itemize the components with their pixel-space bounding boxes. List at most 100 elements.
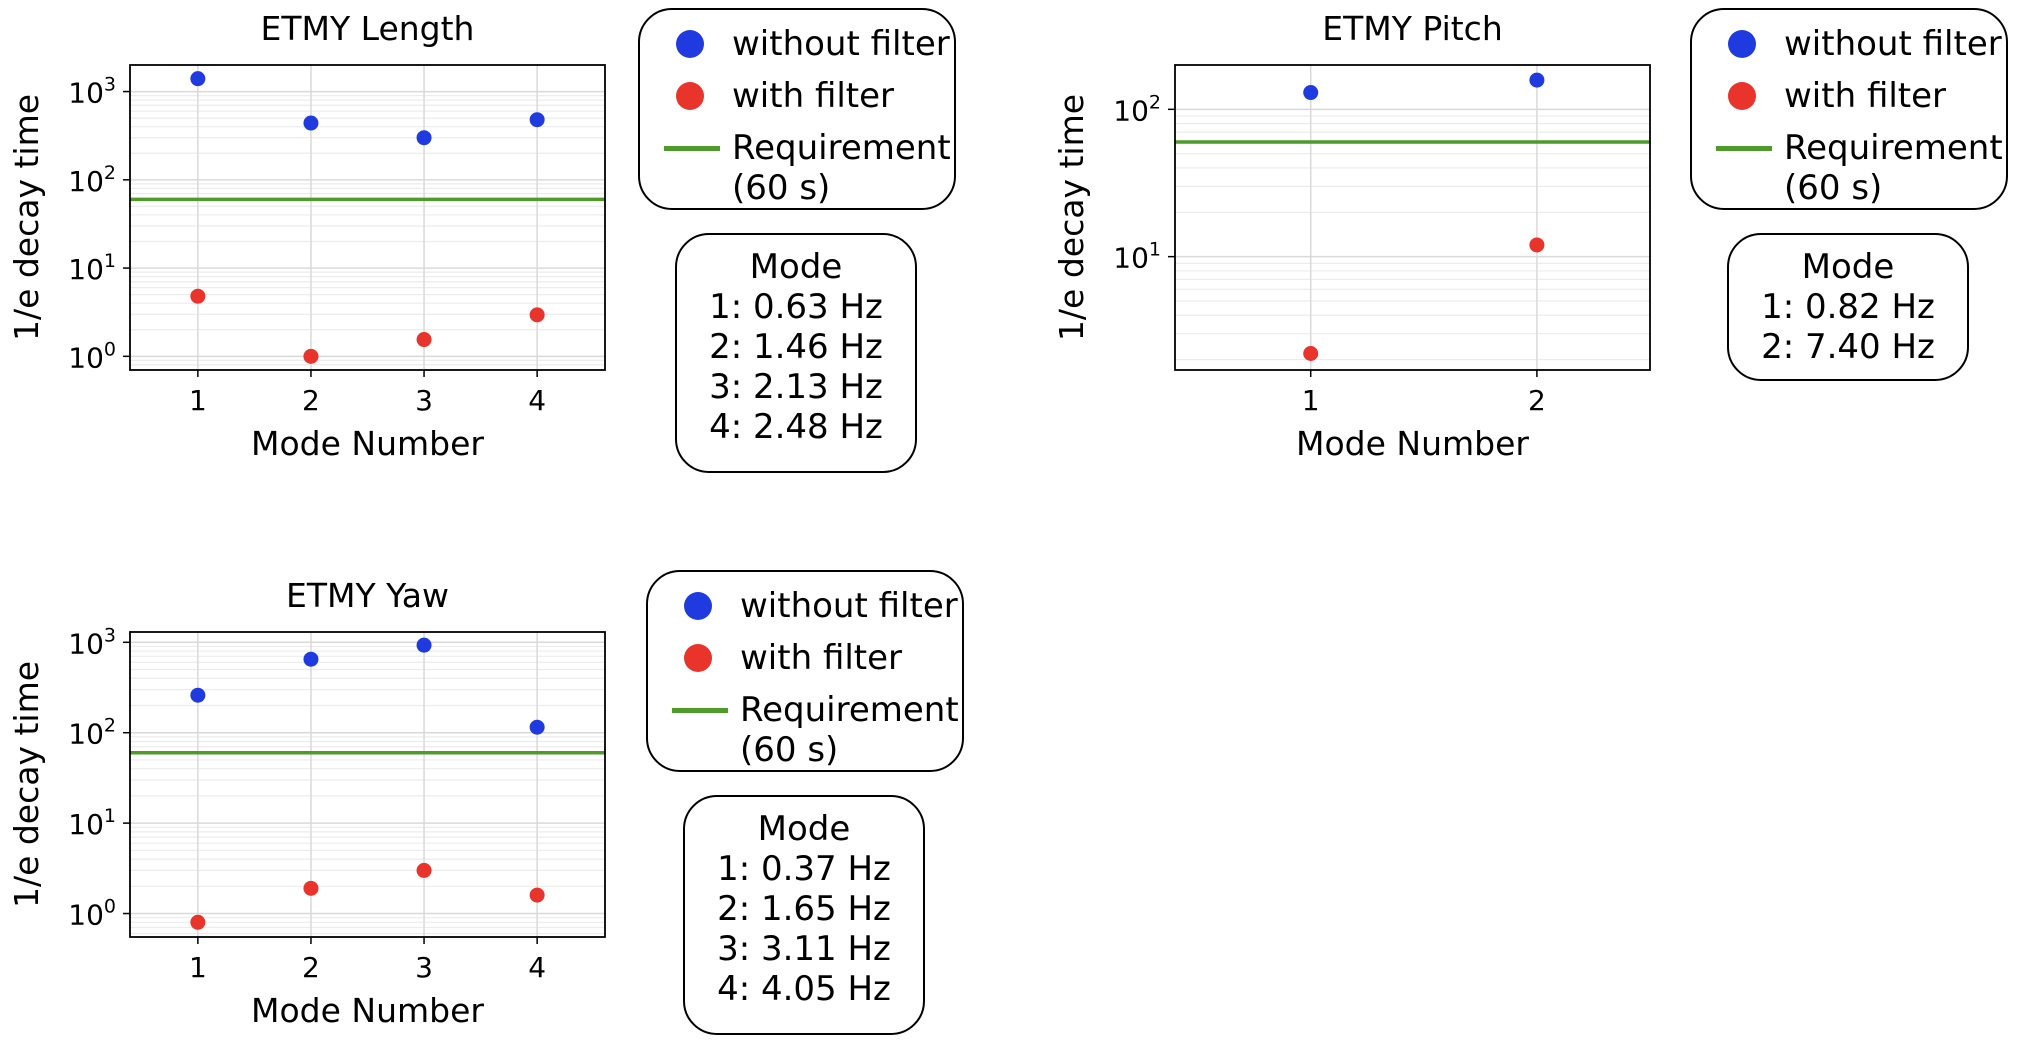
y-tick-label: 100 xyxy=(68,338,116,374)
requirement-value: (60 s) xyxy=(732,168,831,208)
x-axis-label: Mode Number xyxy=(251,991,484,1030)
requirement-label: Requirement xyxy=(1784,128,2003,168)
with-filter-point xyxy=(303,348,319,364)
without-filter-point xyxy=(303,115,319,131)
legend-item-without-filter: without filter xyxy=(1710,18,2002,70)
green-line-icon xyxy=(1710,122,1784,174)
mode-title: Mode xyxy=(757,809,851,849)
chart-title: ETMY Length xyxy=(261,9,475,48)
mode-title: Mode xyxy=(749,247,843,287)
legend-label-requirement: Requirement (60 s) xyxy=(740,684,959,770)
legend-label-requirement: Requirement (60 s) xyxy=(732,122,951,208)
with-filter-point xyxy=(190,288,206,304)
legend-item-without-filter: without filter xyxy=(658,18,950,70)
red-dot-icon xyxy=(658,70,732,122)
with-filter-point xyxy=(190,914,206,930)
with-filter-point xyxy=(529,307,545,323)
without-filter-point xyxy=(303,651,319,667)
legend-label: with filter xyxy=(732,76,895,116)
x-tick-label: 1 xyxy=(189,951,207,984)
mode-line: 2: 1.65 Hz xyxy=(717,889,891,929)
blue-dot-icon xyxy=(666,580,740,632)
mode-box-pitch: Mode 1: 0.82 Hz 2: 7.40 Hz xyxy=(1727,233,1969,381)
mode-line: 3: 2.13 Hz xyxy=(709,367,883,407)
legend-item-requirement: Requirement (60 s) xyxy=(1710,122,2003,208)
with-filter-point xyxy=(303,880,319,896)
chart-title: ETMY Pitch xyxy=(1322,9,1502,48)
with-filter-point xyxy=(529,887,545,903)
without-filter-point xyxy=(190,687,206,703)
chart-etmy-length: 100 101 102 103 1 2 3 4 ETMY Length Mode Number 1/… xyxy=(7,9,606,463)
with-filter-point xyxy=(1303,346,1319,362)
blue-dot-icon xyxy=(1710,18,1784,70)
legend-item-with-filter: with filter xyxy=(666,632,948,684)
chart-title: ETMY Yaw xyxy=(286,576,449,615)
y-tick-label: 100 xyxy=(68,896,116,932)
requirement-value: (60 s) xyxy=(1784,168,1883,208)
without-filter-point xyxy=(529,719,545,735)
mode-box-yaw: Mode 1: 0.37 Hz 2: 1.65 Hz 3: 3.11 Hz 4:… xyxy=(683,795,925,1035)
without-filter-point xyxy=(416,130,432,146)
with-filter-point xyxy=(416,862,432,878)
legend-label: with filter xyxy=(740,638,903,678)
red-dot-icon xyxy=(1710,70,1784,122)
x-tick-label: 3 xyxy=(415,951,433,984)
mode-line: 1: 0.63 Hz xyxy=(709,287,883,327)
mode-title: Mode xyxy=(1801,247,1895,287)
mode-line: 4: 4.05 Hz xyxy=(717,969,891,1009)
without-filter-point xyxy=(416,637,432,653)
mode-box-length: Mode 1: 0.63 Hz 2: 1.46 Hz 3: 2.13 Hz 4:… xyxy=(675,233,917,473)
legend-label: without filter xyxy=(740,586,958,626)
x-tick-label: 2 xyxy=(302,951,320,984)
x-tick-label: 3 xyxy=(415,384,433,417)
legend-pitch: without filter with filter Requirement (… xyxy=(1690,8,2008,210)
x-tick-label: 1 xyxy=(189,384,207,417)
x-tick-label: 4 xyxy=(528,951,546,984)
mode-line: 2: 1.46 Hz xyxy=(709,327,883,367)
legend-item-without-filter: without filter xyxy=(666,580,958,632)
plot-frame xyxy=(1174,64,1651,371)
plot-frame xyxy=(129,64,606,371)
without-filter-point xyxy=(190,71,206,87)
plot-frame xyxy=(129,631,606,938)
with-filter-point xyxy=(1529,237,1545,253)
requirement-label: Requirement xyxy=(732,128,951,168)
without-filter-point xyxy=(1529,72,1545,88)
green-line-icon xyxy=(666,684,740,736)
x-axis-label: Mode Number xyxy=(1296,424,1529,463)
y-axis-label: 1/e decay time xyxy=(7,94,46,341)
y-tick-label: 101 xyxy=(1113,239,1161,275)
legend-label: without filter xyxy=(1784,24,2002,64)
without-filter-point xyxy=(529,112,545,128)
legend-item-requirement: Requirement (60 s) xyxy=(666,684,959,770)
y-tick-label: 103 xyxy=(68,74,116,110)
y-tick-label: 103 xyxy=(68,624,116,660)
x-axis-label: Mode Number xyxy=(251,424,484,463)
red-dot-icon xyxy=(666,632,740,684)
chart-etmy-pitch: 101 102 1 2 ETMY Pitch Mode Number 1/e decay t… xyxy=(1052,9,1651,463)
requirement-label: Requirement xyxy=(740,690,959,730)
y-tick-label: 101 xyxy=(68,250,116,286)
green-line-icon xyxy=(658,122,732,174)
y-tick-label: 102 xyxy=(1113,91,1161,127)
x-tick-label: 4 xyxy=(528,384,546,417)
legend-label: without filter xyxy=(732,24,950,64)
legend-item-with-filter: with filter xyxy=(658,70,940,122)
mode-line: 2: 7.40 Hz xyxy=(1761,327,1935,367)
y-axis-label: 1/e decay time xyxy=(1052,94,1091,341)
legend-yaw: without filter with filter Requirement (… xyxy=(646,570,964,772)
requirement-value: (60 s) xyxy=(740,730,839,770)
legend-length: without filter with filter Requirement (… xyxy=(638,8,956,210)
mode-line: 4: 2.48 Hz xyxy=(709,407,883,447)
x-tick-label: 2 xyxy=(302,384,320,417)
y-tick-label: 102 xyxy=(68,715,116,751)
x-tick-label: 2 xyxy=(1528,384,1546,417)
y-tick-label: 101 xyxy=(68,805,116,841)
with-filter-point xyxy=(416,332,432,348)
legend-label: with filter xyxy=(1784,76,1947,116)
chart-etmy-yaw: 100 101 102 103 1 2 3 4 ETMY Yaw Mode Number 1/e d… xyxy=(7,576,606,1030)
y-axis-label: 1/e decay time xyxy=(7,661,46,908)
legend-item-requirement: Requirement (60 s) xyxy=(658,122,951,208)
